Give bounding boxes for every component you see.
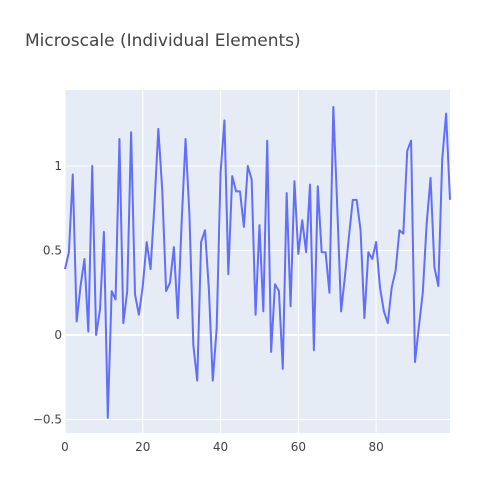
chart-title: Microscale (Individual Elements) (25, 31, 301, 51)
series-line[interactable] (64, 105, 451, 419)
y-tick-label: 0 (54, 328, 62, 342)
x-tick-label: 80 (368, 440, 383, 454)
x-tick-label: 60 (291, 440, 306, 454)
x-axis-ticks: 0 20 40 60 80 (61, 440, 384, 454)
x-tick-label: 40 (213, 440, 228, 454)
series-layer (64, 105, 451, 419)
y-tick-label: 0.5 (43, 244, 62, 258)
x-tick-label: 0 (61, 440, 69, 454)
y-tick-label: 1 (54, 159, 62, 173)
y-tick-label: −0.5 (33, 412, 62, 426)
y-axis-ticks: −0.5 0 0.5 1 (33, 159, 62, 426)
x-tick-label: 20 (135, 440, 150, 454)
